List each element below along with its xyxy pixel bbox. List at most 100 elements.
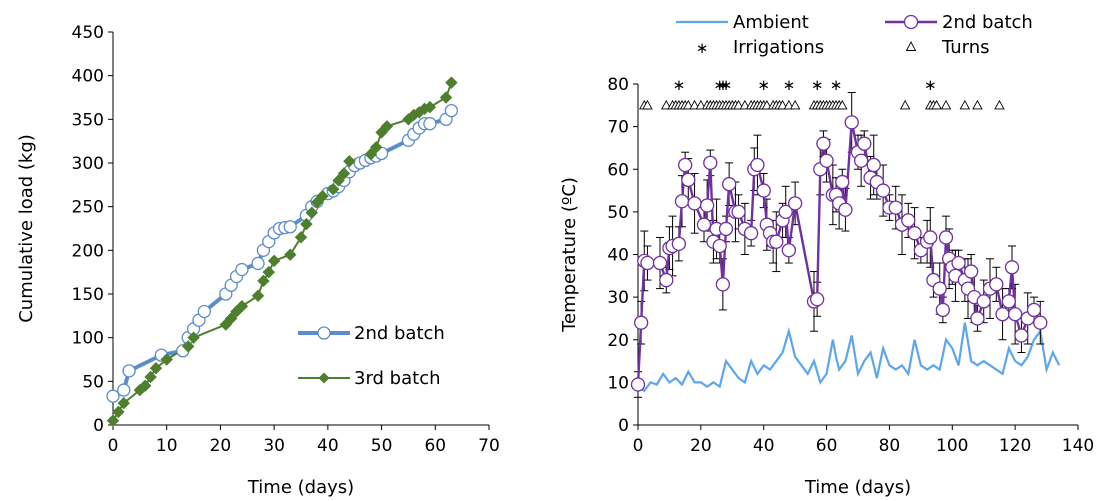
- legend-label-2nd-batch: 2nd batch: [942, 12, 1033, 33]
- data-point-2nd-batch: [677, 157, 693, 173]
- data-point-2nd-batch: [756, 183, 771, 198]
- irrigation-marker: ∗: [811, 76, 824, 94]
- legend-label-irrigations: Irrigations: [733, 37, 824, 58]
- x-tick-label: 100: [936, 436, 968, 456]
- legend-label-turns: Turns: [941, 37, 990, 58]
- x-tick-label: 40: [753, 436, 775, 456]
- x-tick-label: 0: [633, 436, 644, 456]
- data-point-2nd-batch: [696, 217, 712, 232]
- y-tick-label: 70: [607, 118, 629, 138]
- irrigation-marker: ∗: [757, 76, 770, 94]
- x-tick-label: 60: [424, 436, 446, 456]
- data-point-2nd-batch: [769, 234, 784, 249]
- x-tick-label: 70: [478, 436, 500, 456]
- data-point-2nd-batch: [743, 226, 759, 241]
- data-point-2nd-batch: [444, 103, 459, 118]
- data-point-2nd-batch: [778, 204, 793, 220]
- y-tick-label: 250: [72, 198, 104, 218]
- data-point-3rd-batch: [251, 289, 265, 302]
- data-point-3rd-batch: [327, 182, 340, 196]
- data-point-3rd-batch: [224, 312, 238, 325]
- data-point-2nd-batch: [857, 136, 872, 151]
- series-line-2nd-batch: [636, 122, 1042, 385]
- y-tick-label: 150: [72, 285, 104, 305]
- data-point-2nd-batch: [671, 236, 687, 251]
- data-point-2nd-batch: [699, 198, 715, 213]
- data-point-3rd-batch: [300, 217, 313, 231]
- data-point-2nd-batch: [122, 364, 136, 378]
- data-point-2nd-batch: [1033, 315, 1048, 330]
- data-point-3rd-batch: [106, 414, 120, 427]
- data-point-3rd-batch: [235, 300, 249, 313]
- x-tick-label: 30: [263, 436, 285, 456]
- y-tick-label: 80: [607, 75, 629, 95]
- y-tick-label: 100: [72, 329, 104, 349]
- data-point-2nd-batch: [995, 307, 1010, 322]
- turn-marker: [783, 99, 795, 110]
- irrigation-marker: ∗: [673, 76, 686, 94]
- data-point-2nd-batch: [816, 136, 831, 151]
- legend-marker-irrigations: ∗: [696, 39, 709, 57]
- data-point-2nd-batch: [718, 221, 734, 237]
- data-point-2nd-batch: [1001, 294, 1017, 309]
- x-tick-label: 50: [371, 436, 393, 456]
- data-point-2nd-batch: [633, 315, 649, 330]
- y-tick-label: 450: [72, 23, 104, 43]
- x-tick-label: 20: [210, 436, 232, 456]
- data-point-2nd-batch: [731, 204, 746, 220]
- y-tick-label: 50: [607, 203, 629, 223]
- legend-marker-3rd-batch: [318, 372, 330, 384]
- data-point-2nd-batch: [875, 183, 891, 198]
- irrigation-marker: ∗: [924, 76, 937, 94]
- data-point-2nd-batch: [976, 294, 991, 309]
- y-tick-label: 0: [93, 416, 104, 436]
- x-tick-label: 60: [816, 436, 838, 456]
- data-point-2nd-batch: [652, 255, 668, 271]
- y-tick-label: 20: [607, 331, 629, 351]
- data-point-2nd-batch: [787, 196, 803, 211]
- data-point-3rd-batch: [112, 405, 125, 419]
- data-point-2nd-batch: [1004, 260, 1020, 275]
- y-tick-label: 0: [618, 416, 629, 436]
- data-point-2nd-batch: [712, 238, 727, 254]
- data-point-3rd-batch: [316, 189, 329, 203]
- turn-marker: [959, 99, 971, 110]
- data-point-2nd-batch: [781, 243, 797, 258]
- data-point-2nd-batch: [963, 264, 979, 279]
- data-point-3rd-batch: [117, 396, 130, 410]
- data-point-2nd-batch: [630, 377, 646, 392]
- data-point-2nd-batch: [283, 220, 297, 234]
- data-point-3rd-batch: [187, 331, 200, 344]
- legend-label-3rd-batch: 3rd batch: [354, 368, 441, 389]
- x-axis-title: Time (days): [804, 477, 911, 498]
- data-point-2nd-batch: [951, 255, 966, 271]
- data-point-3rd-batch: [257, 274, 270, 288]
- data-point-2nd-batch: [844, 115, 859, 130]
- data-point-2nd-batch: [989, 277, 1004, 292]
- data-point-2nd-batch: [835, 174, 850, 190]
- data-point-2nd-batch: [681, 172, 696, 188]
- turn-marker: [789, 99, 801, 110]
- x-tick-label: 0: [108, 436, 119, 456]
- data-point-2nd-batch: [938, 230, 954, 245]
- irrigation-marker: ∗: [717, 76, 730, 94]
- data-point-2nd-batch: [750, 157, 765, 173]
- data-point-3rd-batch: [149, 362, 163, 375]
- irrigation-marker: ∗: [720, 76, 733, 94]
- legend-marker-turns: [905, 41, 917, 51]
- data-point-2nd-batch: [106, 389, 120, 403]
- data-point-2nd-batch: [251, 256, 265, 271]
- irrigation-marker: ∗: [830, 76, 843, 94]
- x-tick-label: 40: [317, 436, 339, 456]
- data-point-2nd-batch: [923, 230, 938, 245]
- data-point-2nd-batch: [1007, 307, 1023, 322]
- turn-marker: [837, 99, 848, 110]
- data-point-3rd-batch: [181, 340, 195, 353]
- turn-marker: [739, 99, 751, 110]
- y-tick-label: 10: [607, 373, 629, 393]
- irrigation-marker: ∗: [783, 76, 796, 94]
- irrigation-marker: ∗: [713, 76, 726, 94]
- y-tick-label: 30: [607, 288, 629, 308]
- data-point-2nd-batch: [1014, 328, 1029, 343]
